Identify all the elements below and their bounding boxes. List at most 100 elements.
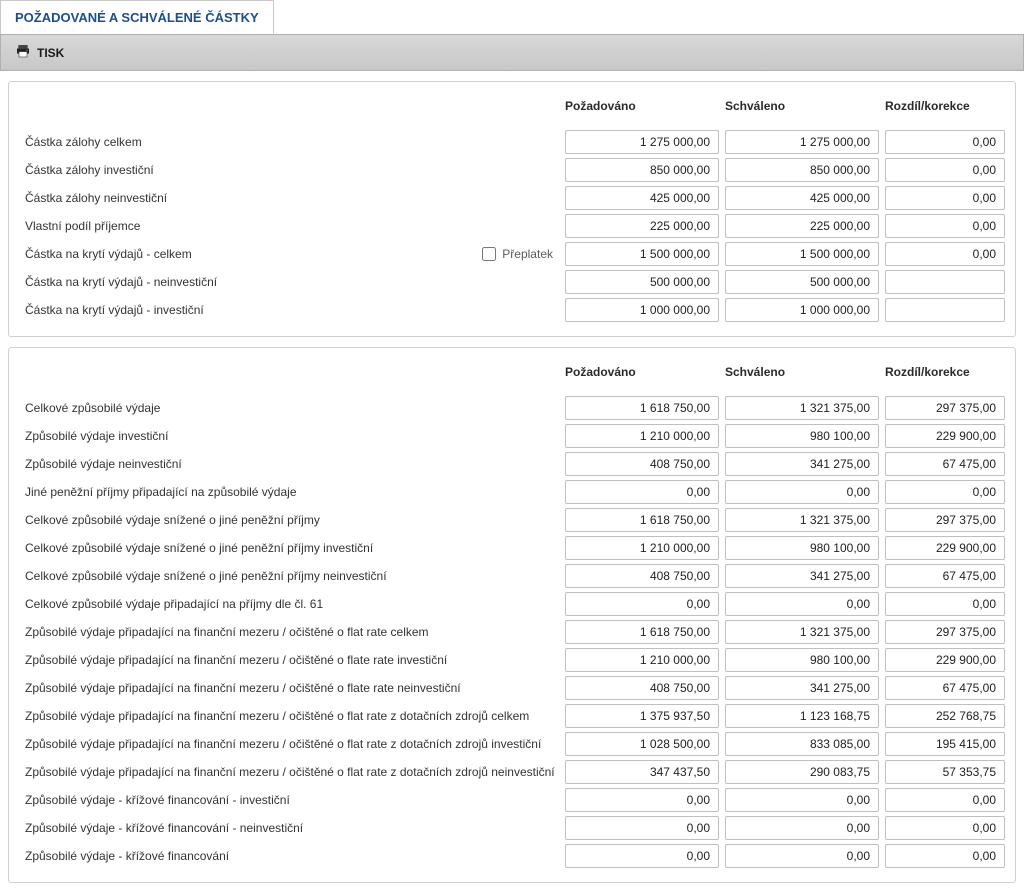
requested-input[interactable] bbox=[565, 242, 719, 266]
requested-input[interactable] bbox=[565, 480, 719, 504]
approved-input[interactable] bbox=[725, 396, 879, 420]
approved-input[interactable] bbox=[725, 158, 879, 182]
row-label: Částka zálohy celkem bbox=[25, 135, 463, 149]
approved-input[interactable] bbox=[725, 816, 879, 840]
requested-input[interactable] bbox=[565, 130, 719, 154]
diff-input[interactable] bbox=[885, 452, 1005, 476]
approved-input[interactable] bbox=[725, 844, 879, 868]
diff-input[interactable] bbox=[885, 816, 1005, 840]
section1-header: Požadováno Schváleno Rozdíl/korekce bbox=[9, 92, 1015, 120]
approved-input[interactable] bbox=[725, 788, 879, 812]
requested-input[interactable] bbox=[565, 788, 719, 812]
col-header-approved: Schváleno bbox=[719, 99, 879, 113]
requested-input[interactable] bbox=[565, 732, 719, 756]
diff-input[interactable] bbox=[885, 564, 1005, 588]
requested-input[interactable] bbox=[565, 620, 719, 644]
approved-input[interactable] bbox=[725, 130, 879, 154]
section-eligible: Požadováno Schváleno Rozdíl/korekce Celk… bbox=[8, 347, 1016, 883]
approved-input[interactable] bbox=[725, 648, 879, 672]
requested-input[interactable] bbox=[565, 816, 719, 840]
requested-input[interactable] bbox=[565, 592, 719, 616]
requested-input[interactable] bbox=[565, 508, 719, 532]
table-row: Částka zálohy neinvestiční bbox=[9, 184, 1015, 212]
requested-input[interactable] bbox=[565, 158, 719, 182]
approved-input[interactable] bbox=[725, 536, 879, 560]
row-label: Celkové způsobilé výdaje snížené o jiné … bbox=[25, 541, 559, 555]
row-label: Částka zálohy neinvestiční bbox=[25, 191, 463, 205]
requested-input[interactable] bbox=[565, 270, 719, 294]
extra-col: Přeplatek bbox=[463, 247, 559, 261]
requested-input[interactable] bbox=[565, 844, 719, 868]
diff-input[interactable] bbox=[885, 242, 1005, 266]
row-label: Celkové způsobilé výdaje snížené o jiné … bbox=[25, 569, 559, 583]
approved-input[interactable] bbox=[725, 508, 879, 532]
requested-input[interactable] bbox=[565, 536, 719, 560]
requested-input[interactable] bbox=[565, 186, 719, 210]
table-row: Celkové způsobilé výdaje snížené o jiné … bbox=[9, 562, 1015, 590]
approved-input[interactable] bbox=[725, 760, 879, 784]
overpayment-checkbox[interactable] bbox=[482, 247, 496, 261]
diff-input[interactable] bbox=[885, 788, 1005, 812]
diff-input[interactable] bbox=[885, 424, 1005, 448]
diff-input[interactable] bbox=[885, 648, 1005, 672]
requested-input[interactable] bbox=[565, 648, 719, 672]
approved-input[interactable] bbox=[725, 732, 879, 756]
requested-input[interactable] bbox=[565, 396, 719, 420]
diff-input[interactable] bbox=[885, 592, 1005, 616]
diff-input[interactable] bbox=[885, 186, 1005, 210]
diff-input[interactable] bbox=[885, 158, 1005, 182]
table-row: Částka zálohy investiční bbox=[9, 156, 1015, 184]
requested-input[interactable] bbox=[565, 298, 719, 322]
col-header-requested: Požadováno bbox=[559, 99, 719, 113]
row-label: Způsobilé výdaje připadající na finanční… bbox=[25, 737, 559, 751]
approved-input[interactable] bbox=[725, 186, 879, 210]
diff-input[interactable] bbox=[885, 732, 1005, 756]
approved-input[interactable] bbox=[725, 270, 879, 294]
row-label: Jiné peněžní příjmy připadající na způso… bbox=[25, 485, 559, 499]
diff-input[interactable] bbox=[885, 214, 1005, 238]
approved-input[interactable] bbox=[725, 564, 879, 588]
row-label: Částka na krytí výdajů - investiční bbox=[25, 303, 463, 317]
row-label: Celkové způsobilé výdaje připadající na … bbox=[25, 597, 559, 611]
table-row: Způsobilé výdaje připadající na finanční… bbox=[9, 758, 1015, 786]
diff-input[interactable] bbox=[885, 480, 1005, 504]
requested-input[interactable] bbox=[565, 424, 719, 448]
diff-input[interactable] bbox=[885, 508, 1005, 532]
diff-input[interactable] bbox=[885, 298, 1005, 322]
diff-input[interactable] bbox=[885, 130, 1005, 154]
diff-input[interactable] bbox=[885, 536, 1005, 560]
row-label: Částka zálohy investiční bbox=[25, 163, 463, 177]
requested-input[interactable] bbox=[565, 760, 719, 784]
requested-input[interactable] bbox=[565, 452, 719, 476]
approved-input[interactable] bbox=[725, 214, 879, 238]
diff-input[interactable] bbox=[885, 704, 1005, 728]
table-row: Způsobilé výdaje investiční bbox=[9, 422, 1015, 450]
diff-input[interactable] bbox=[885, 396, 1005, 420]
section2-header: Požadováno Schváleno Rozdíl/korekce bbox=[9, 358, 1015, 386]
table-row: Způsobilé výdaje připadající na finanční… bbox=[9, 674, 1015, 702]
requested-input[interactable] bbox=[565, 214, 719, 238]
diff-input[interactable] bbox=[885, 760, 1005, 784]
approved-input[interactable] bbox=[725, 676, 879, 700]
requested-input[interactable] bbox=[565, 676, 719, 700]
requested-input[interactable] bbox=[565, 564, 719, 588]
print-button[interactable]: TISK bbox=[9, 39, 70, 66]
requested-input[interactable] bbox=[565, 704, 719, 728]
row-label: Způsobilé výdaje připadající na finanční… bbox=[25, 681, 559, 695]
diff-input[interactable] bbox=[885, 620, 1005, 644]
approved-input[interactable] bbox=[725, 704, 879, 728]
row-label: Způsobilé výdaje připadající na finanční… bbox=[25, 653, 559, 667]
col-header-diff: Rozdíl/korekce bbox=[879, 365, 1009, 379]
diff-input[interactable] bbox=[885, 270, 1005, 294]
approved-input[interactable] bbox=[725, 452, 879, 476]
approved-input[interactable] bbox=[725, 424, 879, 448]
approved-input[interactable] bbox=[725, 242, 879, 266]
diff-input[interactable] bbox=[885, 844, 1005, 868]
row-label: Způsobilé výdaje neinvestiční bbox=[25, 457, 559, 471]
approved-input[interactable] bbox=[725, 592, 879, 616]
approved-input[interactable] bbox=[725, 620, 879, 644]
toolbar: TISK bbox=[0, 34, 1024, 71]
diff-input[interactable] bbox=[885, 676, 1005, 700]
approved-input[interactable] bbox=[725, 298, 879, 322]
approved-input[interactable] bbox=[725, 480, 879, 504]
